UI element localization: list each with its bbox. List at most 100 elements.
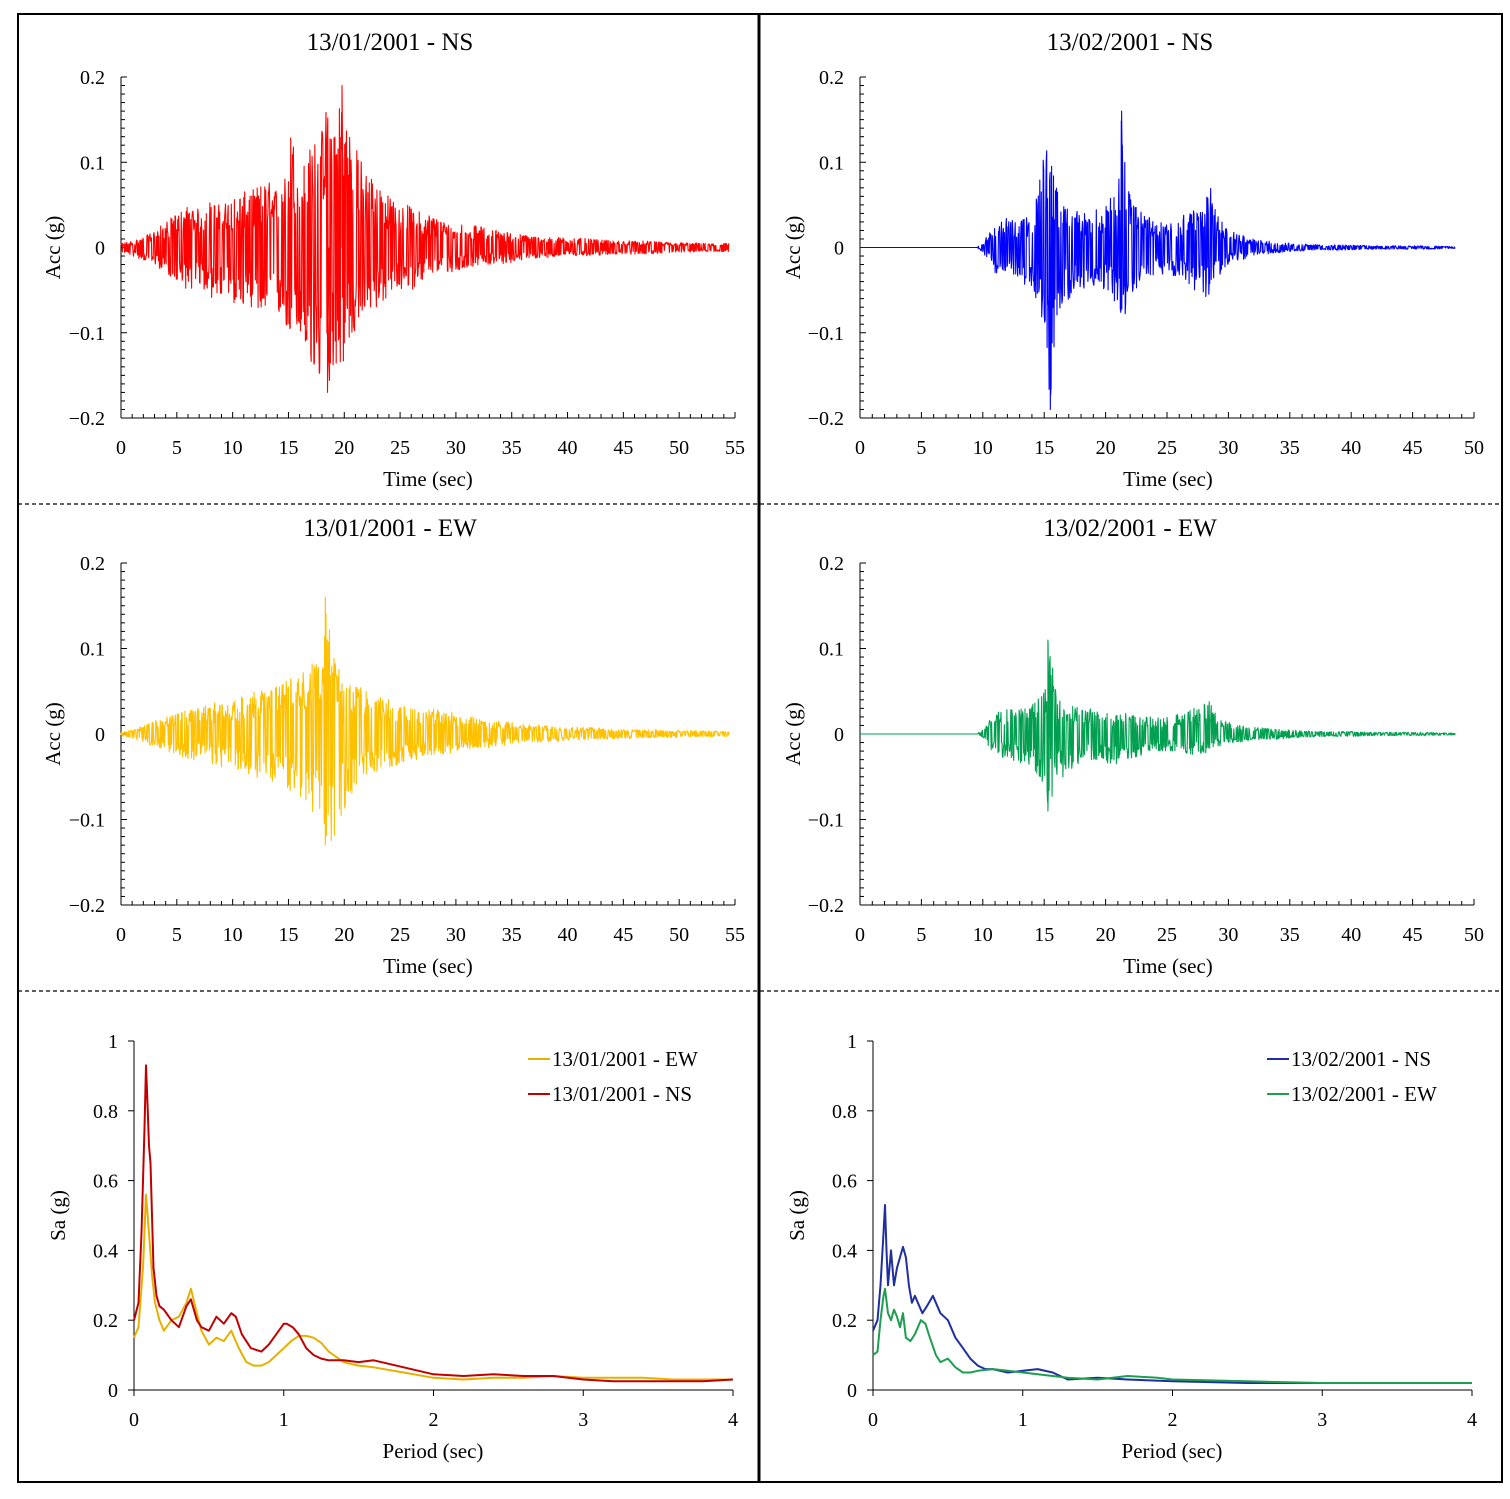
- x-tick-label: 5: [172, 924, 182, 946]
- y-tick-label: −0.1: [69, 323, 105, 345]
- y-tick-label: 0.8: [93, 1101, 118, 1123]
- y-tick-label: 0.1: [819, 639, 844, 661]
- y-tick-label: 0: [108, 1380, 118, 1402]
- x-axis-label: Period (sec): [383, 1439, 484, 1463]
- x-axis-label: Time (sec): [1123, 467, 1213, 491]
- x-tick-label: 40: [1341, 437, 1361, 459]
- panel-title: 13/01/2001 - NS: [307, 29, 474, 56]
- panel-spectra-13-02-2001: 0 1 2 3 4 1 0.8 0.6 0.4 0.2 0 Period (sec) Sa (g) 13/…: [785, 1031, 1477, 1463]
- x-tick-label: 40: [558, 924, 578, 946]
- x-tick-label: 25: [390, 437, 410, 459]
- y-tick-label: 0.2: [80, 67, 105, 89]
- x-axis-label: Time (sec): [383, 467, 473, 491]
- y-tick-label: 0: [95, 238, 105, 260]
- y-tick-label: 0: [95, 724, 105, 746]
- y-axis-label: Acc (g): [41, 216, 65, 280]
- legend-label: 13/01/2001 - NS: [552, 1082, 692, 1106]
- x-tick-label: 50: [1464, 924, 1484, 946]
- spectrum-series-line: [872, 1287, 1472, 1384]
- x-tick-label: 45: [1403, 924, 1423, 946]
- y-tick-label: 0.1: [80, 152, 105, 174]
- x-tick-label: 10: [223, 437, 243, 459]
- x-tick-label: 25: [390, 924, 410, 946]
- x-tick-label: 1: [279, 1409, 289, 1431]
- panel-ew-13-01-2001: 13/01/2001 - EW 0 5 10 15 20 25 30 35 40 45 50 55 0.…: [41, 515, 745, 978]
- y-tick-label: 0.8: [832, 1101, 857, 1123]
- spectrum-series-line: [872, 1204, 1472, 1384]
- x-tick-label: 50: [669, 924, 689, 946]
- x-tick-label: 4: [728, 1409, 738, 1431]
- y-tick-label: 0: [847, 1380, 857, 1402]
- x-tick-label: 2: [1168, 1409, 1178, 1431]
- x-tick-label: 20: [334, 924, 354, 946]
- x-tick-label: 15: [1034, 437, 1054, 459]
- x-tick-label: 50: [669, 437, 689, 459]
- panel-title: 13/02/2001 - EW: [1043, 515, 1217, 542]
- x-axis-label: Period (sec): [1122, 1439, 1223, 1463]
- x-tick-label: 0: [855, 924, 865, 946]
- x-tick-label: 5: [172, 437, 182, 459]
- x-tick-label: 30: [1218, 924, 1238, 946]
- panel-spectra-13-01-2001: 0 1 2 3 4 1 0.8 0.6 0.4 0.2 0 Period (sec) Sa (g) 13/…: [46, 1031, 738, 1463]
- x-tick-label: 25: [1157, 924, 1177, 946]
- x-tick-label: 0: [855, 437, 865, 459]
- y-tick-label: −0.2: [808, 408, 844, 430]
- x-tick-label: 30: [446, 437, 466, 459]
- y-tick-label: 0.2: [80, 553, 105, 575]
- x-tick-label: 15: [1034, 924, 1054, 946]
- x-tick-label: 45: [1403, 437, 1423, 459]
- panel-ns-13-02-2001: 13/02/2001 - NS 0 5 10 15 20 25 30 35 40 45 50 0.2 0…: [781, 29, 1484, 491]
- x-tick-label: 0: [129, 1409, 139, 1431]
- x-tick-label: 20: [1096, 924, 1116, 946]
- y-axis-label: Sa (g): [46, 1190, 70, 1241]
- y-axis-label: Sa (g): [785, 1190, 809, 1241]
- y-tick-label: −0.2: [69, 895, 105, 917]
- y-tick-label: 0.2: [832, 1310, 857, 1332]
- x-tick-label: 4: [1467, 1409, 1477, 1431]
- panel-ns-13-01-2001: 13/01/2001 - NS 0 5 10 15 20 25 30 35 40 45 50 55 0.…: [41, 29, 745, 491]
- x-tick-label: 25: [1157, 437, 1177, 459]
- y-axis-label: Acc (g): [781, 216, 805, 280]
- panel-title: 13/01/2001 - EW: [303, 515, 477, 542]
- x-tick-label: 20: [1096, 437, 1116, 459]
- y-tick-label: 0.6: [93, 1171, 118, 1193]
- y-tick-label: −0.2: [69, 408, 105, 430]
- x-tick-label: 35: [1280, 437, 1300, 459]
- x-tick-label: 35: [502, 437, 522, 459]
- y-tick-label: 0.4: [93, 1240, 118, 1262]
- x-tick-label: 0: [116, 437, 126, 459]
- y-tick-label: 0: [834, 238, 844, 260]
- x-tick-label: 45: [613, 437, 633, 459]
- x-tick-label: 5: [916, 924, 926, 946]
- acceleration-series-line: [859, 639, 1456, 812]
- spectrum-series-line: [133, 1064, 734, 1383]
- legend-label: 13/02/2001 - EW: [1291, 1082, 1437, 1106]
- y-tick-label: 1: [108, 1031, 118, 1053]
- x-tick-label: 3: [1317, 1409, 1327, 1431]
- spectrum-series-line: [133, 1193, 733, 1381]
- x-tick-label: 45: [613, 924, 633, 946]
- panel-title: 13/02/2001 - NS: [1047, 29, 1214, 56]
- y-tick-label: 0: [834, 724, 844, 746]
- x-tick-label: 15: [278, 437, 298, 459]
- y-tick-label: 0.4: [832, 1240, 857, 1262]
- legend-label: 13/01/2001 - EW: [552, 1047, 698, 1071]
- y-tick-label: 0.2: [93, 1310, 118, 1332]
- x-tick-label: 55: [725, 924, 745, 946]
- y-tick-label: −0.1: [808, 323, 844, 345]
- x-tick-label: 0: [868, 1409, 878, 1431]
- acceleration-series-line: [120, 596, 730, 846]
- acceleration-series-line: [859, 110, 1456, 411]
- x-tick-label: 55: [725, 437, 745, 459]
- panel-ew-13-02-2001: 13/02/2001 - EW 0 5 10 15 20 25 30 35 40 45 50 0.2 0…: [781, 515, 1484, 978]
- x-tick-label: 30: [1218, 437, 1238, 459]
- x-tick-label: 5: [916, 437, 926, 459]
- x-tick-label: 10: [973, 437, 993, 459]
- x-tick-label: 1: [1018, 1409, 1028, 1431]
- x-axis-label: Time (sec): [383, 954, 473, 978]
- y-tick-label: −0.1: [808, 810, 844, 832]
- y-tick-label: 0.1: [80, 639, 105, 661]
- x-tick-label: 40: [558, 437, 578, 459]
- y-axis-label: Acc (g): [781, 702, 805, 766]
